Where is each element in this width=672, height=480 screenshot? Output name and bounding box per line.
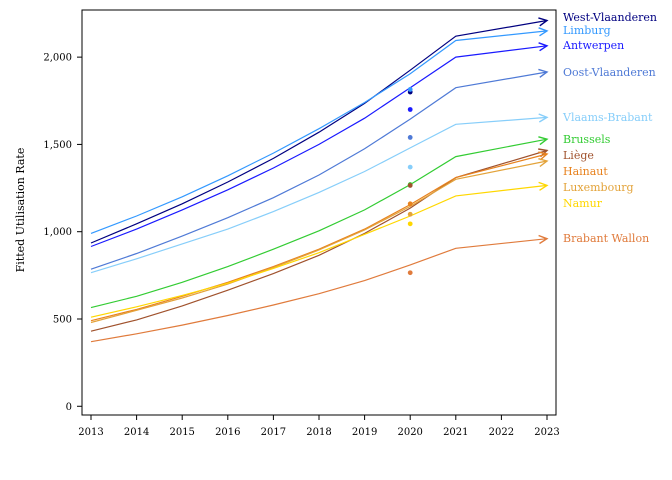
y-tick-label: 2,000 [43,53,72,64]
series-lines [90,17,549,343]
legend-label: Hainaut [563,165,608,178]
series-arrowhead [538,234,549,245]
legend-label: Brussels [563,133,611,146]
series-marker [407,201,413,207]
series-marker [407,107,413,112]
series-arrowhead [538,158,549,168]
x-tick-label: 2023 [534,427,559,438]
series-marker [407,87,413,92]
y-tick-label: 1,000 [43,227,72,238]
series-line [90,238,548,343]
series-line [90,30,548,234]
series-markers [407,87,413,276]
x-tick-label: 2021 [443,427,468,438]
legend-label: Luxembourg [563,181,634,194]
series-line [90,184,548,318]
series-arrowhead [538,42,549,52]
series-line [90,45,548,248]
legend-label: Brabant Wallon [563,232,649,245]
series-arrowhead [538,136,549,146]
x-tick-label: 2013 [78,427,103,438]
series-line [90,138,548,309]
series-arrowhead [538,113,549,123]
y-tick-label: 0 [66,402,72,413]
series-arrowhead [538,17,549,27]
y-tick-label: 500 [53,314,72,325]
legend-label: Namur [563,197,603,210]
x-tick-label: 2017 [261,427,286,438]
legend-label: West-Vlaanderen [563,11,657,24]
series-arrowhead [538,27,549,37]
x-tick-label: 2018 [306,427,331,438]
legend-label: Liège [563,149,594,162]
series-marker [407,211,413,217]
series-line [90,116,548,274]
series-line [90,71,548,270]
legend-label: Oost-Vlaanderen [563,66,656,79]
x-tick-label: 2016 [215,427,240,438]
legend-label: Antwerpen [562,39,624,52]
series-line [90,153,548,322]
y-axis: 0 500 1,000 1,500 2,000 [43,53,82,413]
series-marker [407,270,413,276]
y-axis-title: Fitted Utilisation Rate [14,148,27,273]
series-marker [407,221,413,227]
x-tick-label: 2019 [352,427,377,438]
x-tick-label: 2020 [397,427,422,438]
series-marker [407,183,413,188]
x-tick-label: 2022 [489,427,514,438]
x-tick-label: 2015 [169,427,194,438]
legend-label: Vlaams-Brabant [562,111,653,124]
series-arrowhead [538,181,549,191]
y-tick-label: 1,500 [43,140,72,151]
x-axis: 2013 2014 2015 2016 2017 2018 2019 2020 2021 2022… [78,415,560,438]
series-arrowhead [538,68,549,78]
series-line [90,160,548,324]
legend-label: Limburg [563,24,611,37]
series-marker [407,164,413,170]
series-line [90,19,548,244]
series-arrowhead [538,151,549,161]
series-marker [407,135,413,140]
x-tick-label: 2014 [124,427,149,438]
